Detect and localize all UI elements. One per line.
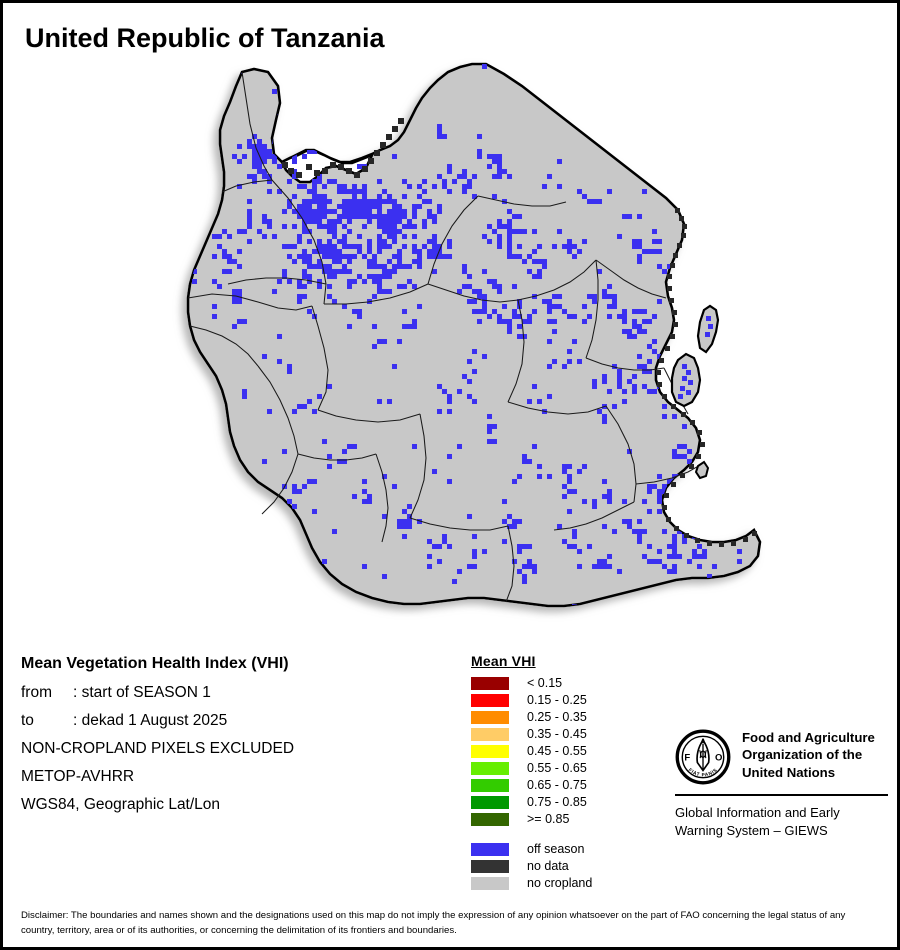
info-row-to: to : dekad 1 August 2025 bbox=[21, 712, 441, 730]
tanzania-vhi-map[interactable] bbox=[6, 58, 900, 628]
legend-class-swatch bbox=[471, 778, 509, 792]
legend-class-swatch bbox=[471, 761, 509, 775]
giews-line1: Global Information and Early bbox=[675, 805, 840, 820]
info-heading: Mean Vegetation Health Index (VHI) bbox=[21, 655, 289, 672]
legend-class-swatch bbox=[471, 812, 509, 826]
fao-divider bbox=[675, 794, 888, 796]
fao-name-line2: Organization of the bbox=[742, 747, 863, 763]
legend-special-label: no data bbox=[527, 859, 569, 873]
legend-class-label: 0.75 - 0.85 bbox=[527, 795, 587, 809]
svg-text:O: O bbox=[715, 752, 722, 763]
legend-class-label: 0.35 - 0.45 bbox=[527, 727, 587, 741]
legend-special-swatch bbox=[471, 876, 509, 890]
legend-class-label: 0.25 - 0.35 bbox=[527, 710, 587, 724]
legend-class-label: 0.45 - 0.55 bbox=[527, 744, 587, 758]
legend-class-row: 0.35 - 0.45 bbox=[471, 726, 592, 742]
info-cropland-note: NON-CROPLAND PIXELS EXCLUDED bbox=[21, 740, 295, 757]
fao-logo-icon: A F O FIAT PANIS bbox=[675, 729, 731, 785]
svg-text:F: F bbox=[684, 752, 690, 763]
fao-name-line3: United Nations bbox=[742, 764, 836, 780]
info-sensor: METOP-AVHRR bbox=[21, 768, 135, 785]
legend-special-row: off season bbox=[471, 841, 592, 857]
info-to-key: to bbox=[21, 712, 34, 729]
svg-text:A: A bbox=[700, 737, 706, 747]
giews-name: Global Information and Early Warning Sys… bbox=[675, 804, 890, 840]
page-title: United Republic of Tanzania bbox=[25, 23, 385, 53]
legend-class-swatch bbox=[471, 744, 509, 758]
info-from-value: : start of SEASON 1 bbox=[73, 684, 211, 701]
fao-name-line1: Food and Agriculture bbox=[742, 730, 875, 745]
legend-class-row: >= 0.85 bbox=[471, 811, 592, 827]
info-from-key: from bbox=[21, 684, 52, 701]
legend-class-swatch bbox=[471, 710, 509, 724]
legend-class-label: 0.65 - 0.75 bbox=[527, 778, 587, 792]
legend-class-row: 0.25 - 0.35 bbox=[471, 709, 592, 725]
info-row-from: from : start of SEASON 1 bbox=[21, 684, 441, 702]
legend-class-label: >= 0.85 bbox=[527, 812, 570, 826]
legend-special-row: no cropland bbox=[471, 875, 592, 891]
legend-class-row: < 0.15 bbox=[471, 675, 592, 691]
legend-class-row: 0.55 - 0.65 bbox=[471, 760, 592, 776]
giews-line2: Warning System – GIEWS bbox=[675, 822, 828, 838]
legend-special-swatch bbox=[471, 859, 509, 873]
vhi-legend: Mean VHI < 0.15 0.15 - 0.25 0.25 - 0.35 0.3… bbox=[471, 653, 592, 892]
legend-class-row: 0.75 - 0.85 bbox=[471, 794, 592, 810]
legend-special-row: no data bbox=[471, 858, 592, 874]
legend-special-label: off season bbox=[527, 842, 585, 856]
legend-class-row: 0.15 - 0.25 bbox=[471, 692, 592, 708]
info-to-value: : dekad 1 August 2025 bbox=[73, 712, 228, 729]
legend-special-list: off season no data no cropland bbox=[471, 841, 592, 891]
legend-class-swatch bbox=[471, 727, 509, 741]
legend-special-swatch bbox=[471, 842, 509, 856]
legend-class-label: < 0.15 bbox=[527, 676, 563, 690]
map-canvas[interactable] bbox=[6, 58, 900, 628]
offshore-islands bbox=[670, 304, 720, 480]
admin-boundaries bbox=[187, 71, 703, 603]
fao-branding: A F O FIAT PANIS Food and Agriculture Or… bbox=[675, 729, 890, 840]
fao-name: Food and Agriculture Organization of the… bbox=[742, 729, 875, 781]
legend-class-row: 0.65 - 0.75 bbox=[471, 777, 592, 793]
legend-special-label: no cropland bbox=[527, 876, 593, 890]
disclaimer-text: Disclaimer: The boundaries and names sho… bbox=[21, 910, 846, 936]
legend-class-swatch bbox=[471, 795, 509, 809]
legend-title: Mean VHI bbox=[471, 653, 536, 669]
legend-class-list: < 0.15 0.15 - 0.25 0.25 - 0.35 0.35 - 0.45 0… bbox=[471, 675, 592, 827]
map-info-block: Mean Vegetation Health Index (VHI) from:… bbox=[21, 655, 441, 824]
legend-class-swatch bbox=[471, 693, 509, 707]
legend-class-label: 0.15 - 0.25 bbox=[527, 693, 587, 707]
mafia-island bbox=[694, 460, 710, 480]
legend-class-row: 0.45 - 0.55 bbox=[471, 743, 592, 759]
legend-class-label: 0.55 - 0.65 bbox=[527, 761, 587, 775]
info-projection: WGS84, Geographic Lat/Lon bbox=[21, 796, 221, 813]
legend-spacer bbox=[471, 828, 592, 841]
legend-class-swatch bbox=[471, 676, 509, 690]
coast-nodata-pixels bbox=[282, 118, 757, 547]
